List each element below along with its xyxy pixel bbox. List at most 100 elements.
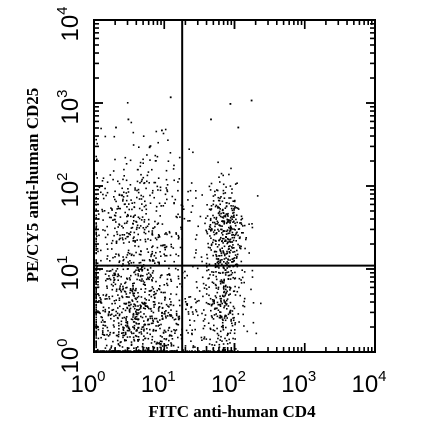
- data-point: [136, 196, 138, 199]
- data-point: [170, 330, 173, 333]
- data-point: [146, 248, 148, 250]
- data-point: [140, 194, 142, 197]
- data-point: [177, 255, 180, 257]
- data-point: [103, 334, 105, 336]
- data-point: [169, 315, 172, 317]
- data-point: [145, 302, 147, 305]
- data-point: [116, 339, 119, 342]
- data-point: [153, 296, 156, 299]
- data-point: [219, 249, 221, 252]
- data-point: [168, 273, 170, 276]
- data-point: [136, 239, 138, 241]
- data-point: [118, 194, 121, 196]
- data-point: [122, 332, 125, 334]
- data-point: [146, 174, 149, 177]
- data-point: [129, 159, 132, 162]
- data-point: [155, 210, 158, 212]
- data-point: [149, 202, 152, 204]
- data-point: [113, 320, 115, 322]
- data-point: [189, 189, 192, 192]
- data-point: [113, 214, 116, 217]
- data-point: [149, 290, 152, 292]
- data-point: [211, 304, 213, 306]
- data-point: [129, 231, 132, 233]
- data-point: [144, 238, 147, 241]
- data-point: [126, 254, 129, 256]
- data-point: [177, 346, 180, 349]
- data-point: [224, 230, 226, 232]
- data-point: [124, 331, 127, 334]
- data-point: [248, 252, 250, 254]
- data-point: [228, 202, 230, 205]
- data-point: [109, 348, 111, 351]
- data-point: [170, 235, 173, 238]
- data-point: [215, 287, 218, 289]
- data-point: [217, 303, 220, 306]
- data-point: [118, 299, 121, 301]
- data-point: [215, 232, 217, 235]
- data-point: [145, 315, 147, 318]
- data-point: [165, 245, 168, 248]
- data-point: [141, 266, 143, 269]
- data-point: [148, 299, 150, 301]
- data-point: [128, 329, 131, 331]
- data-point: [128, 304, 131, 307]
- data-point: [122, 178, 124, 181]
- data-point: [218, 206, 220, 209]
- data-point: [151, 230, 154, 232]
- data-point: [157, 236, 159, 239]
- data-point: [125, 319, 127, 321]
- data-point: [136, 300, 139, 303]
- data-point: [134, 240, 137, 242]
- data-point: [161, 244, 164, 247]
- data-point: [130, 341, 133, 343]
- data-point: [138, 270, 140, 272]
- data-point: [166, 184, 169, 186]
- data-point: [208, 228, 210, 230]
- data-point: [133, 328, 136, 330]
- data-point: [222, 329, 225, 331]
- data-point: [219, 314, 221, 317]
- data-point: [136, 180, 139, 183]
- data-point: [235, 257, 238, 259]
- data-point: [186, 303, 189, 305]
- data-point: [212, 271, 215, 273]
- data-point: [137, 168, 139, 171]
- data-point: [164, 254, 166, 257]
- data-point: [143, 320, 145, 322]
- data-point: [147, 323, 149, 326]
- data-point: [115, 253, 117, 255]
- data-point: [183, 208, 185, 210]
- data-point: [142, 303, 145, 305]
- data-point: [221, 216, 224, 218]
- data-point: [218, 199, 221, 202]
- data-point: [219, 311, 222, 313]
- data-point: [227, 241, 229, 243]
- data-point: [121, 225, 123, 227]
- data-point: [160, 323, 162, 326]
- data-point: [155, 280, 157, 283]
- data-point: [102, 193, 104, 196]
- data-point: [154, 303, 156, 306]
- data-point: [140, 280, 142, 282]
- data-point: [213, 233, 216, 236]
- data-point: [229, 103, 232, 105]
- data-point: [115, 288, 118, 291]
- data-point: [163, 246, 166, 249]
- data-point: [125, 163, 128, 165]
- data-point: [190, 340, 192, 342]
- data-point: [121, 346, 124, 348]
- data-point: [162, 132, 165, 135]
- data-point: [212, 200, 215, 202]
- data-point: [109, 270, 112, 272]
- data-point: [135, 313, 138, 315]
- data-point: [234, 322, 237, 324]
- data-point: [111, 239, 114, 242]
- data-point: [168, 274, 171, 276]
- data-point: [240, 260, 243, 263]
- data-point: [168, 326, 171, 329]
- data-point: [124, 237, 127, 240]
- data-point: [158, 306, 161, 308]
- data-point: [169, 152, 172, 154]
- data-point: [118, 297, 121, 299]
